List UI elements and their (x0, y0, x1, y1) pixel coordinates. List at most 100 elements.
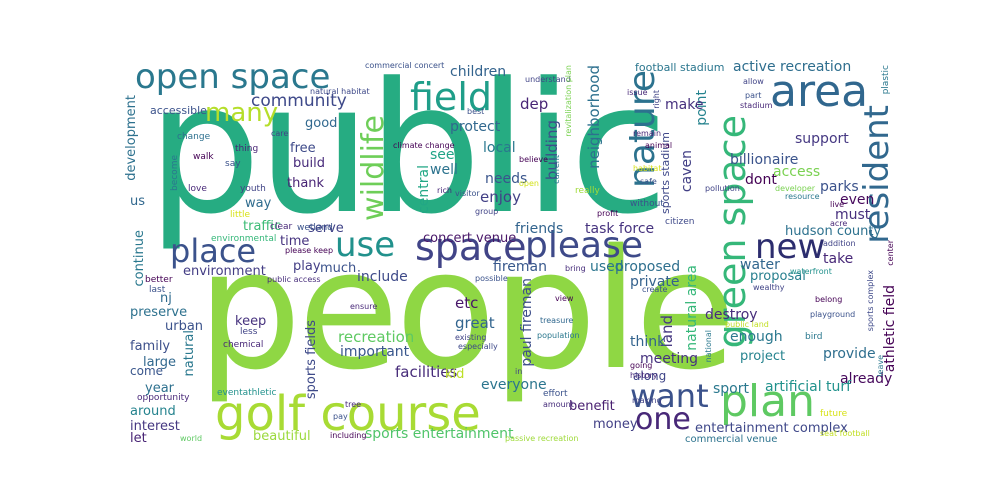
word-take: take (823, 251, 854, 267)
word-much: much (320, 261, 357, 276)
word-public: public (147, 60, 669, 254)
word-include: include (357, 269, 408, 285)
word-think: think (630, 334, 666, 350)
word-project: project (740, 349, 786, 364)
word-kid: kid (445, 367, 465, 382)
word-large: large (143, 355, 176, 370)
word-walk: walk (193, 152, 214, 162)
word-going: going (630, 361, 653, 370)
word-entertainment-complex: entertainment complex (695, 421, 848, 436)
word-nj: nj (160, 291, 172, 306)
word-rich: rich (437, 186, 452, 195)
word-group: group (475, 207, 499, 216)
word-pollution: pollution (705, 184, 740, 193)
word-around: around (130, 404, 176, 419)
word-central: central (416, 165, 432, 214)
word-clear: clear (270, 222, 293, 232)
word-keep: keep (235, 314, 267, 329)
word-without: without (630, 199, 664, 209)
word-visitor: visitor (455, 189, 480, 198)
word-access: access (773, 164, 821, 180)
word-field: field (410, 75, 492, 119)
word-current: current (552, 155, 561, 184)
word-area: area (770, 66, 869, 117)
word-way: way (245, 196, 272, 211)
word-time: time (280, 234, 310, 249)
word-issue: issue (627, 88, 648, 97)
word-environment: environment (183, 264, 266, 279)
word-existing: existing (455, 333, 487, 342)
word-task-force: task force (585, 221, 655, 237)
word-history: history (630, 371, 658, 380)
word-parks: parks (820, 179, 859, 195)
word-understand: understand (525, 75, 571, 84)
word-national: national (704, 330, 713, 363)
word-golf-course: golf course (215, 386, 481, 442)
word-view: view (555, 294, 574, 303)
word-natural-area: natural area (684, 265, 700, 351)
word-space: space (415, 225, 527, 269)
word-important: important (340, 344, 410, 360)
word-making: making (632, 396, 662, 405)
word-opportunity: opportunity (137, 393, 190, 403)
word-in: in (515, 367, 523, 376)
word-artificial-turf: artificial turf (765, 379, 852, 395)
word-interest: interest (130, 419, 180, 434)
word-children: children (450, 64, 507, 80)
word-support: support (795, 131, 849, 147)
word-private: private (630, 274, 680, 290)
word-remain: remain (633, 129, 662, 138)
word-change: change (177, 132, 211, 142)
word-free: free (290, 141, 316, 156)
word-especially: especially (458, 342, 498, 351)
word-little: little (230, 210, 251, 220)
word-leave: leave (876, 355, 885, 377)
word-build: build (293, 156, 325, 171)
word-pay: pay (333, 412, 348, 421)
word-paul-fireman: paul fireman (519, 278, 535, 367)
word-already: already (840, 371, 893, 387)
word-please-keep: please keep (285, 246, 334, 255)
word-care: care (271, 129, 289, 138)
word-natural: natural (182, 330, 197, 377)
word-serve: serve (308, 221, 344, 236)
word-addition: addition (823, 239, 856, 248)
word-year: year (145, 381, 175, 396)
word-developer: developer (775, 184, 816, 193)
word-please: please (525, 225, 643, 266)
word-wealthy: wealthy (753, 283, 785, 292)
word-etc: etc (455, 294, 479, 312)
word-safe: safe (640, 177, 657, 186)
word-climate-change: climate change (393, 141, 455, 150)
word-bird: bird (805, 332, 823, 342)
word-part: part (745, 91, 762, 100)
word-must: must (835, 207, 871, 223)
word-accessible: accessible (150, 104, 207, 117)
word-protect: protect (450, 119, 501, 135)
word-family: family (130, 339, 171, 354)
word-beautiful: beautiful (253, 429, 311, 444)
word-recreation: recreation (338, 328, 415, 346)
word-provide: provide (823, 346, 876, 362)
word-proposed: proposed (615, 259, 681, 275)
word-acre: acre (830, 219, 848, 228)
word-future: future (820, 409, 848, 419)
word-ensure: ensure (350, 302, 378, 311)
word-fireman: fireman (493, 259, 547, 275)
word-create: create (642, 285, 668, 294)
word-caven: caven (679, 150, 695, 193)
word-urban: urban (165, 319, 204, 334)
word-traffic: traffic (243, 219, 282, 234)
word-become: become (170, 155, 180, 192)
word-needs: needs (485, 171, 528, 187)
word-better: better (145, 275, 173, 285)
word-commercial-venue: commercial venue (685, 434, 778, 445)
word-well: well (430, 162, 458, 178)
word-proposal: proposal (750, 269, 806, 284)
word-people: people (197, 214, 736, 406)
word-open: open (519, 179, 539, 188)
word-many: many (205, 98, 279, 128)
word-environmental: environmental (211, 234, 277, 244)
word-thank: thank (287, 176, 325, 191)
word-used: used (590, 259, 624, 275)
